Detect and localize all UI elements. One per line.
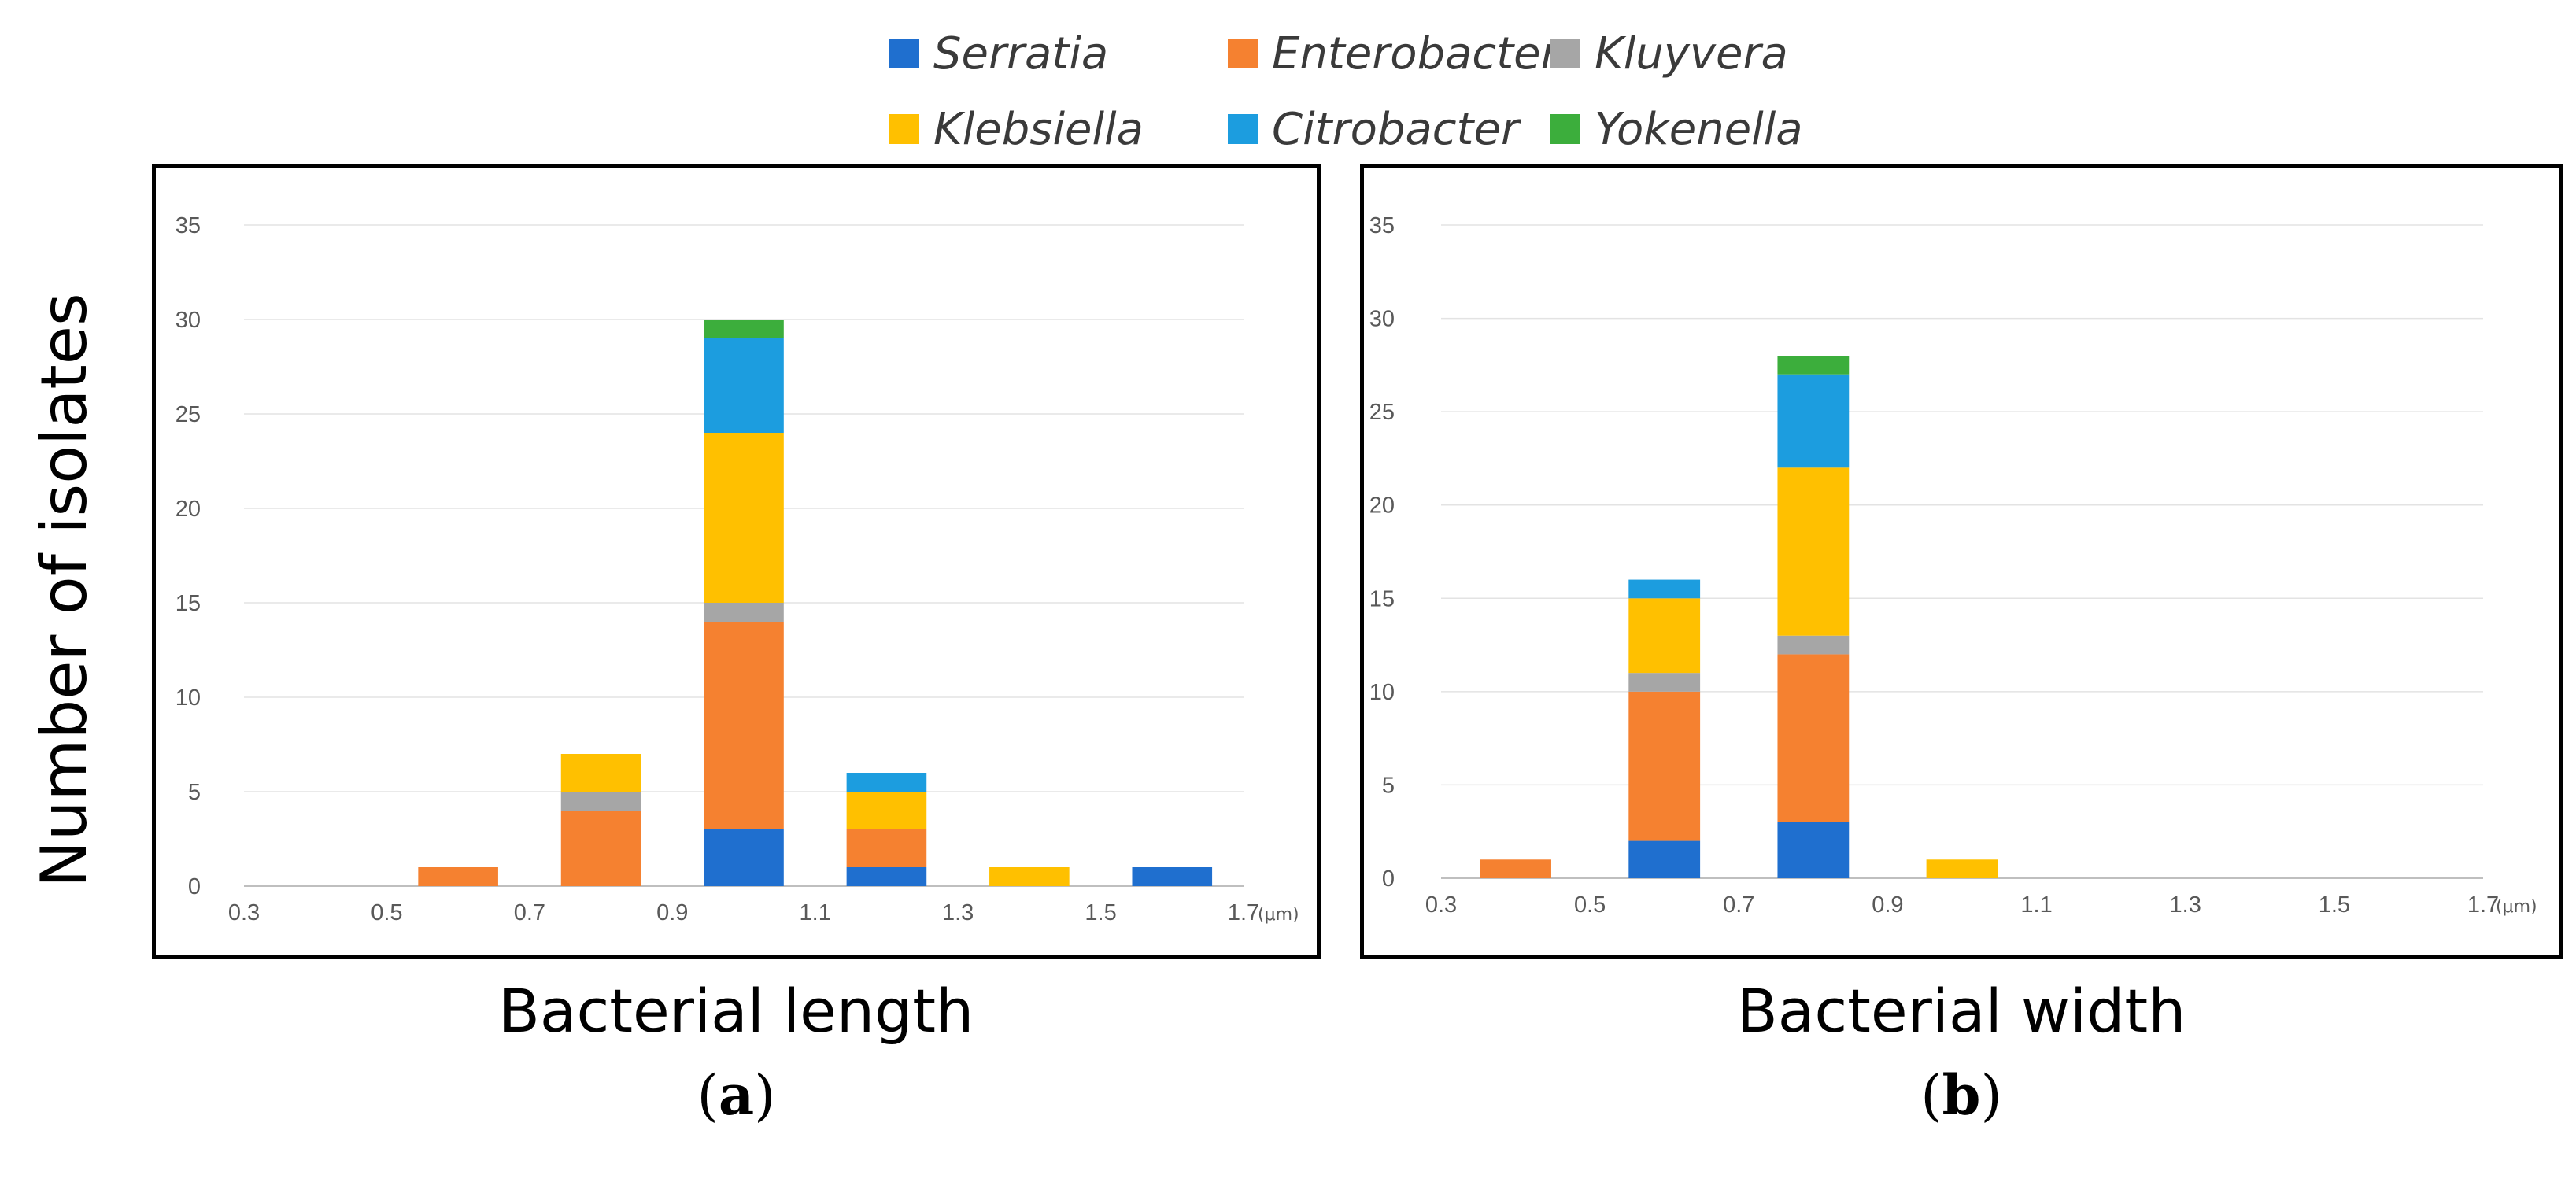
panel-b-y-tick-label: 25 <box>1369 400 1395 425</box>
panel-a-x-tick-label: 0.7 <box>514 900 545 925</box>
legend-swatch <box>889 39 919 68</box>
panel-a-bar-kluyvera <box>560 792 641 811</box>
panel-b-y-tick-label: 10 <box>1369 680 1395 705</box>
panel-a-x-axis-title: Bacterial length <box>498 976 974 1046</box>
panel-a-x-tick-label: 0.3 <box>228 900 260 925</box>
legend-swatch <box>1228 39 1258 68</box>
panel-a-bar-citrobacter <box>846 773 927 792</box>
legend-label: Enterobacter <box>1272 28 1559 79</box>
panel-b-x-axis-title: Bacterial width <box>1736 976 2186 1046</box>
panel-a-frame <box>152 164 1321 959</box>
panel-a-bar-enterobacter <box>704 622 784 829</box>
legend-item-citrobacter: Citrobacter <box>1228 98 1519 161</box>
panel-a-bar-klebsiella <box>989 867 1070 886</box>
panel-b-x-tick-label: 0.5 <box>1574 892 1606 918</box>
panel-b-x-tick-label: 1.1 <box>2020 892 2052 918</box>
panel-b-x-tick-label: 0.9 <box>1872 892 1903 918</box>
panel-b-bar-enterobacter <box>1777 654 1850 822</box>
panel-a-x-tick-label: 0.9 <box>656 900 688 925</box>
panel-a-y-tick-label: 25 <box>176 402 201 427</box>
panel-b-bar-kluyvera <box>1628 673 1701 692</box>
panel-b-x-tick-label: 0.7 <box>1723 892 1754 918</box>
panel-b-bar-enterobacter <box>1628 691 1701 841</box>
panel-a-x-tick-label: 1.7 <box>1228 900 1259 925</box>
panel-a-bar-citrobacter <box>704 338 784 433</box>
legend-item-klebsiella: Klebsiella <box>889 98 1144 161</box>
panel-a-y-tick-label: 0 <box>188 874 201 899</box>
panel-b-y-tick-label: 0 <box>1382 866 1395 892</box>
panel-b-bar-klebsiella <box>1777 467 1850 636</box>
panel-a-bar-enterobacter <box>846 829 927 867</box>
panel-a-chart: 0 5 10 15 20 25 30 35 0.3 0.5 0.7 0.9 1.1 1.3 1.5 1.7(μ… <box>152 164 1321 959</box>
panel-b-bar-klebsiella <box>1628 598 1701 674</box>
panel-a-letter: a <box>718 1062 755 1128</box>
panel-b-x-tick-label: 1.7 <box>2467 892 2499 918</box>
panel-a-y-tick-label: 5 <box>188 780 201 805</box>
panel-b-frame <box>1360 164 2563 959</box>
panel-a-bar-yokenella <box>704 320 784 338</box>
panel-b-letter: b <box>1942 1062 1981 1128</box>
panel-a-bar-serratia <box>1132 867 1213 886</box>
panel-b-bar-citrobacter <box>1777 374 1850 468</box>
panel-a-y-tick-label: 30 <box>176 308 201 333</box>
panel-b-y-tick-label: 30 <box>1369 307 1395 332</box>
panel-a-bar-klebsiella <box>560 754 641 792</box>
panel-b-chart: 0 5 10 15 20 25 30 35 0.3 0.5 0.7 0.9 1.1 1.3 1.5 1.7(μ… <box>1360 164 2563 959</box>
panel-b-x-tick-label: 1.5 <box>2319 892 2350 918</box>
panel-b-bar-yokenella <box>1777 356 1850 375</box>
legend-item-enterobacter: Enterobacter <box>1228 22 1559 85</box>
panel-b-label: (b) <box>1920 1062 2002 1128</box>
panel-a-x-unit-label: (μm) <box>1258 905 1299 925</box>
panel-a-bar-serratia <box>704 829 784 886</box>
panel-a-x-tick-label: 0.5 <box>371 900 402 925</box>
panel-a-bar-enterobacter <box>418 867 498 886</box>
panel-b-bar-serratia <box>1628 840 1701 878</box>
panel-b-y-tick-label: 35 <box>1369 213 1395 238</box>
legend-item-serratia: Serratia <box>889 22 1108 85</box>
legend-swatch <box>1228 114 1258 144</box>
panel-a-label: (a) <box>697 1062 776 1128</box>
panel-b-bar-kluyvera <box>1777 635 1850 655</box>
panel-a-y-tick-label: 15 <box>176 591 201 616</box>
panel-a-bar-serratia <box>846 867 927 886</box>
legend-label: Klebsiella <box>933 103 1144 155</box>
panel-a-bar-enterobacter <box>560 811 641 886</box>
legend-swatch <box>1550 39 1580 68</box>
chart-legend: Serratia Enterobacter Kluyvera Klebsiella Ci… <box>889 14 1873 172</box>
panel-b-y-tick-label: 20 <box>1369 493 1395 519</box>
legend-swatch <box>1550 114 1580 144</box>
panel-a-x-tick-label: 1.3 <box>942 900 974 925</box>
y-axis-title: Number of isolates <box>28 293 101 888</box>
panel-b-x-unit-label: (μm) <box>2496 897 2537 917</box>
panel-a-x-tick-label: 1.5 <box>1085 900 1116 925</box>
legend-label: Yokenella <box>1595 103 1803 155</box>
panel-b-bar-klebsiella <box>1926 859 1998 878</box>
panel-a-bar-kluyvera <box>704 603 784 622</box>
panel-a-y-tick-label: 20 <box>176 497 201 522</box>
panel-b-x-tick-label: 1.3 <box>2170 892 2201 918</box>
panel-b-x-tick-label: 0.3 <box>1425 892 1457 918</box>
panel-a-bar-klebsiella <box>704 433 784 603</box>
panel-b-y-tick-label: 5 <box>1382 773 1395 798</box>
legend-label: Serratia <box>933 28 1109 79</box>
panel-a-bar-klebsiella <box>846 792 927 829</box>
panel-a-y-tick-label: 10 <box>176 685 201 711</box>
panel-b-bar-serratia <box>1777 822 1850 878</box>
legend-item-kluyvera: Kluyvera <box>1550 22 1788 85</box>
legend-label: Citrobacter <box>1272 103 1519 155</box>
panel-b-bar-citrobacter <box>1628 579 1701 599</box>
legend-swatch <box>889 114 919 144</box>
legend-item-yokenella: Yokenella <box>1550 98 1803 161</box>
panel-a-x-tick-label: 1.1 <box>800 900 831 925</box>
legend-label: Kluyvera <box>1595 28 1788 79</box>
panel-b-y-tick-label: 15 <box>1369 586 1395 611</box>
panel-b-bar-enterobacter <box>1480 859 1551 878</box>
panel-a-y-tick-label: 35 <box>176 213 201 238</box>
